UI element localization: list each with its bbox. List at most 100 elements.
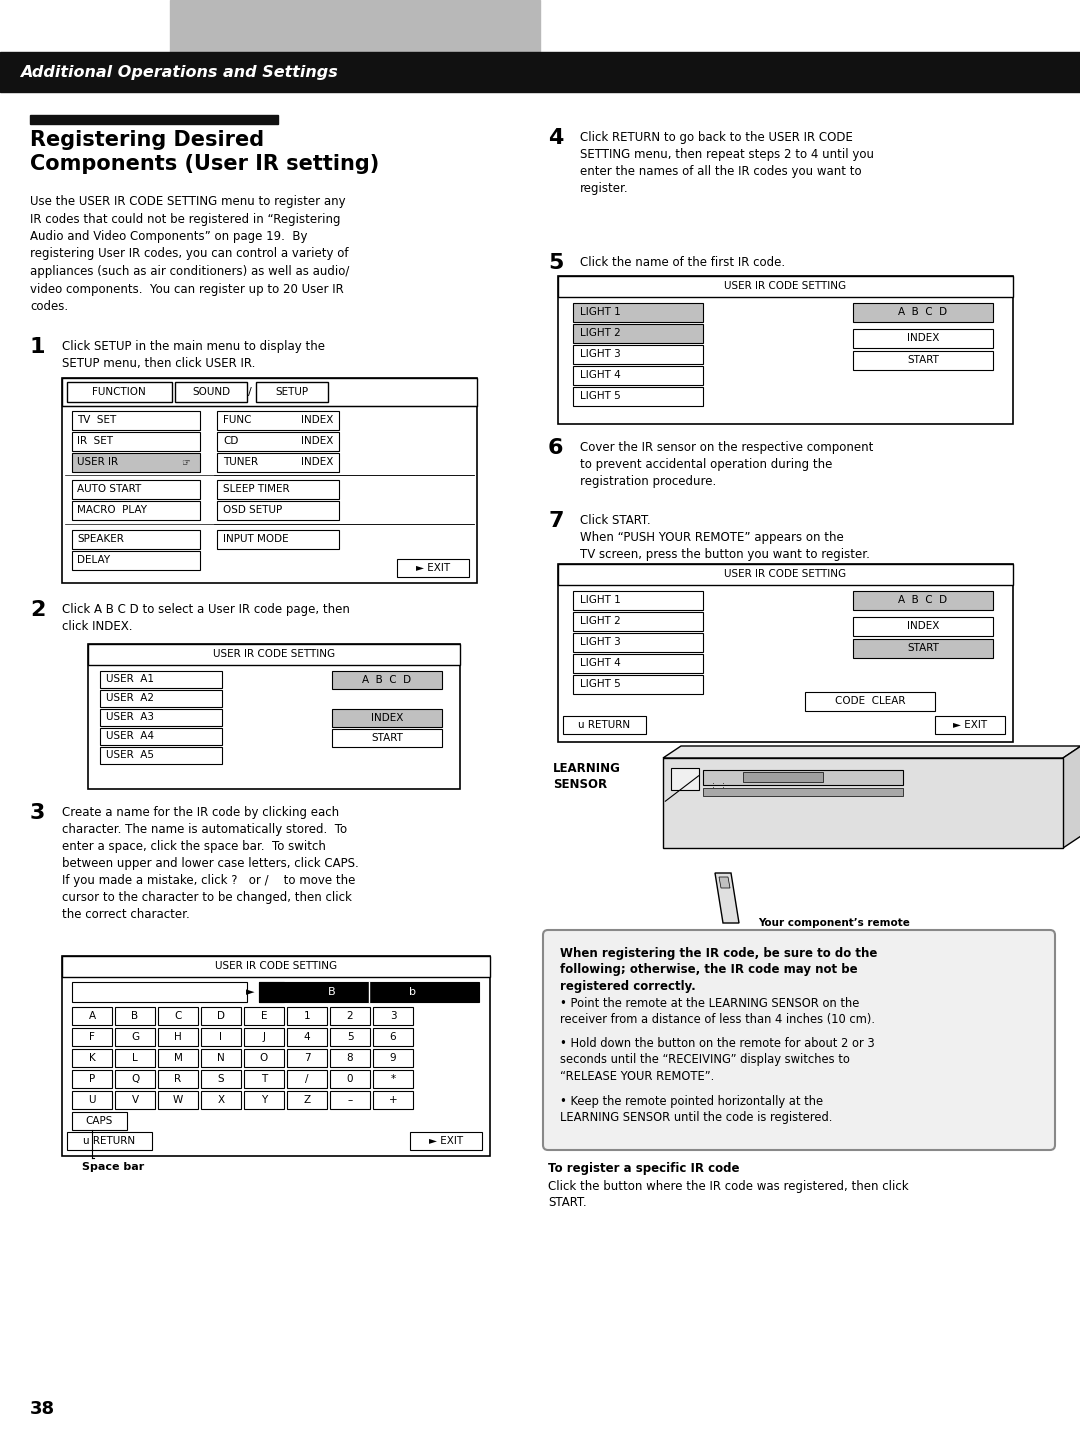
Text: INDEX: INDEX xyxy=(300,436,333,446)
Bar xyxy=(72,981,247,1002)
Bar xyxy=(853,330,993,348)
Text: When registering the IR code, be sure to do the
following; otherwise, the IR cod: When registering the IR code, be sure to… xyxy=(561,947,877,993)
Bar xyxy=(201,1027,241,1046)
Text: SLEEP TIMER: SLEEP TIMER xyxy=(222,484,289,494)
Text: INDEX: INDEX xyxy=(370,712,403,722)
Text: INDEX: INDEX xyxy=(300,458,333,468)
Text: ► EXIT: ► EXIT xyxy=(416,563,450,573)
Bar xyxy=(563,717,646,734)
Text: Your component’s remote: Your component’s remote xyxy=(758,918,909,928)
Bar xyxy=(72,1049,112,1066)
Text: –: – xyxy=(348,1095,353,1105)
Bar xyxy=(330,1049,370,1066)
Text: LIGHT 3: LIGHT 3 xyxy=(580,637,621,648)
Bar xyxy=(201,1049,241,1066)
Text: P: P xyxy=(89,1073,95,1084)
Text: Y: Y xyxy=(261,1095,267,1105)
Bar xyxy=(87,645,460,789)
Bar xyxy=(217,481,339,499)
Text: OSD SETUP: OSD SETUP xyxy=(222,505,282,515)
Text: 7: 7 xyxy=(303,1053,310,1063)
Text: LIGHT 4: LIGHT 4 xyxy=(580,658,621,668)
Bar xyxy=(287,1007,327,1025)
Text: LIGHT 5: LIGHT 5 xyxy=(580,391,621,401)
Text: N: N xyxy=(217,1053,225,1063)
Bar xyxy=(72,432,200,450)
Text: INPUT MODE: INPUT MODE xyxy=(222,534,288,544)
Text: LIGHT 3: LIGHT 3 xyxy=(580,350,621,358)
Text: J: J xyxy=(262,1032,266,1042)
Bar xyxy=(244,1071,284,1088)
Bar xyxy=(573,633,703,652)
Text: LIGHT 1: LIGHT 1 xyxy=(580,307,621,317)
Text: L: L xyxy=(132,1053,138,1063)
Bar xyxy=(573,675,703,694)
Circle shape xyxy=(723,806,728,810)
Text: T: T xyxy=(261,1073,267,1084)
Text: 38: 38 xyxy=(30,1400,55,1417)
Bar xyxy=(330,1091,370,1109)
Bar xyxy=(853,351,993,370)
Text: TUNER: TUNER xyxy=(222,458,258,468)
Text: A: A xyxy=(89,1012,95,1022)
Text: SETUP: SETUP xyxy=(275,387,309,397)
Text: START: START xyxy=(907,355,939,366)
Bar xyxy=(158,1091,198,1109)
Text: 9: 9 xyxy=(390,1053,396,1063)
Text: INDEX: INDEX xyxy=(907,622,940,630)
Text: Click the button where the IR code was registered, then click
START.: Click the button where the IR code was r… xyxy=(548,1180,908,1210)
Text: ☞: ☞ xyxy=(181,458,190,468)
Bar xyxy=(330,1027,370,1046)
Text: Use the USER IR CODE SETTING menu to register any
IR codes that could not be reg: Use the USER IR CODE SETTING menu to reg… xyxy=(30,196,349,314)
Text: CD: CD xyxy=(222,436,239,446)
Bar xyxy=(558,276,1013,425)
Bar xyxy=(72,453,200,472)
Bar xyxy=(573,304,703,322)
Bar xyxy=(217,453,339,472)
Text: 3: 3 xyxy=(390,1012,396,1022)
Bar xyxy=(287,1027,327,1046)
Text: u RETURN: u RETURN xyxy=(83,1135,135,1145)
Bar xyxy=(170,0,540,52)
Bar xyxy=(256,381,328,401)
Bar xyxy=(287,1091,327,1109)
Text: X: X xyxy=(217,1095,225,1105)
Text: IR  SET: IR SET xyxy=(77,436,113,446)
Text: 4: 4 xyxy=(548,128,564,148)
Text: USER  A5: USER A5 xyxy=(106,750,154,760)
Circle shape xyxy=(746,817,752,823)
Text: u RETURN: u RETURN xyxy=(578,720,630,730)
Bar xyxy=(805,692,935,711)
Text: C: C xyxy=(174,1012,181,1022)
Text: TV  SET: TV SET xyxy=(77,414,117,425)
Text: 6: 6 xyxy=(390,1032,396,1042)
Text: *: * xyxy=(391,1073,395,1084)
Bar xyxy=(558,276,1013,296)
Bar xyxy=(62,955,490,1156)
Text: USER IR CODE SETTING: USER IR CODE SETTING xyxy=(724,568,846,578)
Text: LIGHT 2: LIGHT 2 xyxy=(580,328,621,338)
Text: R: R xyxy=(175,1073,181,1084)
Text: F: F xyxy=(89,1032,95,1042)
Text: D: D xyxy=(217,1012,225,1022)
Text: Q: Q xyxy=(131,1073,139,1084)
Circle shape xyxy=(711,817,715,823)
Text: SPEAKER: SPEAKER xyxy=(77,534,124,544)
Bar xyxy=(373,1049,413,1066)
Text: To register a specific IR code: To register a specific IR code xyxy=(548,1163,740,1176)
Bar xyxy=(287,1049,327,1066)
Text: USER  A1: USER A1 xyxy=(106,673,154,684)
Bar xyxy=(332,730,442,747)
Text: • Hold down the button on the remote for about 2 or 3
seconds until the “RECEIVI: • Hold down the button on the remote for… xyxy=(561,1038,875,1084)
Circle shape xyxy=(1018,773,1048,803)
Bar xyxy=(72,1071,112,1088)
Bar xyxy=(663,758,1063,848)
Text: B: B xyxy=(328,987,336,997)
Bar xyxy=(373,1007,413,1025)
Text: 2: 2 xyxy=(30,600,45,620)
Bar xyxy=(72,1112,127,1130)
Bar xyxy=(244,1007,284,1025)
Text: USER IR CODE SETTING: USER IR CODE SETTING xyxy=(213,649,335,659)
Bar xyxy=(158,1049,198,1066)
Text: +: + xyxy=(389,1095,397,1105)
